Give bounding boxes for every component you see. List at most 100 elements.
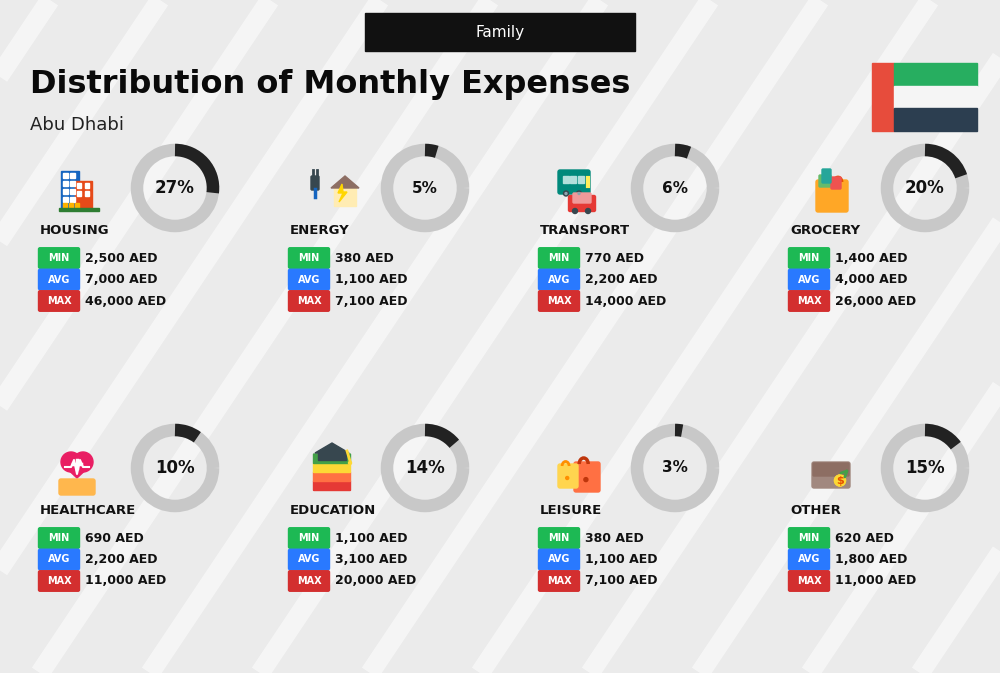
Text: 7,100 AED: 7,100 AED [335, 295, 408, 308]
FancyBboxPatch shape [538, 528, 580, 548]
FancyBboxPatch shape [63, 189, 68, 194]
FancyBboxPatch shape [69, 203, 73, 209]
FancyBboxPatch shape [85, 191, 89, 196]
FancyBboxPatch shape [85, 183, 89, 188]
FancyBboxPatch shape [578, 176, 584, 183]
FancyBboxPatch shape [789, 291, 830, 311]
Text: MIN: MIN [48, 533, 70, 543]
Text: $: $ [836, 476, 844, 485]
Circle shape [61, 452, 81, 472]
Text: 1,100 AED: 1,100 AED [335, 273, 408, 286]
Text: 11,000 AED: 11,000 AED [835, 575, 916, 588]
Text: 1,100 AED: 1,100 AED [335, 532, 408, 544]
Text: AVG: AVG [548, 555, 570, 565]
Text: AVG: AVG [548, 275, 570, 285]
FancyBboxPatch shape [894, 63, 977, 85]
FancyBboxPatch shape [822, 169, 831, 183]
Text: MAX: MAX [547, 296, 571, 306]
FancyBboxPatch shape [568, 195, 596, 211]
FancyBboxPatch shape [538, 291, 580, 311]
Text: MIN: MIN [48, 253, 70, 263]
FancyBboxPatch shape [288, 571, 330, 592]
FancyBboxPatch shape [563, 176, 569, 183]
Text: GROCERY: GROCERY [790, 223, 860, 236]
Polygon shape [331, 176, 359, 188]
Circle shape [349, 462, 352, 464]
FancyBboxPatch shape [38, 571, 80, 592]
FancyBboxPatch shape [314, 481, 351, 491]
Text: 2,200 AED: 2,200 AED [85, 553, 158, 566]
Text: MAX: MAX [547, 576, 571, 586]
FancyBboxPatch shape [831, 177, 841, 189]
FancyBboxPatch shape [288, 291, 330, 311]
Text: 2,200 AED: 2,200 AED [585, 273, 658, 286]
FancyBboxPatch shape [812, 462, 850, 488]
Text: 770 AED: 770 AED [585, 252, 644, 264]
Text: 620 AED: 620 AED [835, 532, 894, 544]
Text: Abu Dhabi: Abu Dhabi [30, 116, 124, 134]
FancyBboxPatch shape [573, 193, 591, 203]
Text: MIN: MIN [548, 533, 570, 543]
FancyBboxPatch shape [894, 108, 977, 131]
FancyBboxPatch shape [63, 181, 68, 186]
Text: LEISURE: LEISURE [540, 503, 602, 516]
Text: 14,000 AED: 14,000 AED [585, 295, 666, 308]
Text: MIN: MIN [298, 533, 320, 543]
FancyBboxPatch shape [314, 454, 351, 464]
Text: MIN: MIN [798, 533, 820, 543]
FancyBboxPatch shape [318, 452, 346, 460]
Text: 27%: 27% [155, 179, 195, 197]
Text: 1,400 AED: 1,400 AED [835, 252, 908, 264]
Text: MAX: MAX [47, 296, 71, 306]
Text: MAX: MAX [47, 576, 71, 586]
Text: 20%: 20% [905, 179, 945, 197]
Text: 690 AED: 690 AED [85, 532, 144, 544]
FancyBboxPatch shape [63, 203, 67, 209]
FancyBboxPatch shape [538, 549, 580, 570]
Text: HOUSING: HOUSING [40, 223, 110, 236]
Text: 4,000 AED: 4,000 AED [835, 273, 908, 286]
Text: MAX: MAX [797, 576, 821, 586]
Text: Family: Family [475, 24, 525, 40]
Polygon shape [62, 464, 92, 478]
Text: MAX: MAX [797, 296, 821, 306]
FancyBboxPatch shape [38, 269, 80, 290]
Text: 5%: 5% [412, 180, 438, 195]
FancyBboxPatch shape [314, 472, 351, 481]
Polygon shape [315, 443, 349, 453]
FancyBboxPatch shape [365, 13, 635, 51]
Text: 26,000 AED: 26,000 AED [835, 295, 916, 308]
Circle shape [565, 192, 567, 194]
FancyBboxPatch shape [38, 528, 80, 548]
Text: 11,000 AED: 11,000 AED [85, 575, 166, 588]
Text: 20,000 AED: 20,000 AED [335, 575, 416, 588]
Text: AVG: AVG [298, 555, 320, 565]
FancyBboxPatch shape [789, 549, 830, 570]
Text: 10%: 10% [155, 459, 195, 477]
Text: ENERGY: ENERGY [290, 223, 350, 236]
FancyBboxPatch shape [789, 248, 830, 269]
FancyBboxPatch shape [538, 571, 580, 592]
Circle shape [564, 191, 568, 196]
Text: 7,100 AED: 7,100 AED [585, 575, 658, 588]
Text: MAX: MAX [297, 296, 321, 306]
Text: 3%: 3% [662, 460, 688, 476]
Text: 7,000 AED: 7,000 AED [85, 273, 158, 286]
Text: AVG: AVG [798, 275, 820, 285]
FancyBboxPatch shape [288, 549, 330, 570]
FancyBboxPatch shape [77, 191, 81, 196]
FancyBboxPatch shape [558, 170, 590, 194]
Circle shape [566, 476, 569, 479]
Text: AVG: AVG [48, 275, 70, 285]
Circle shape [834, 475, 846, 486]
Circle shape [578, 192, 580, 194]
Text: 1,100 AED: 1,100 AED [585, 553, 658, 566]
Text: MIN: MIN [548, 253, 570, 263]
FancyBboxPatch shape [70, 181, 75, 186]
FancyBboxPatch shape [59, 479, 95, 495]
Circle shape [584, 478, 588, 482]
FancyBboxPatch shape [538, 248, 580, 269]
FancyBboxPatch shape [789, 571, 830, 592]
FancyBboxPatch shape [63, 197, 68, 202]
FancyBboxPatch shape [59, 208, 99, 211]
